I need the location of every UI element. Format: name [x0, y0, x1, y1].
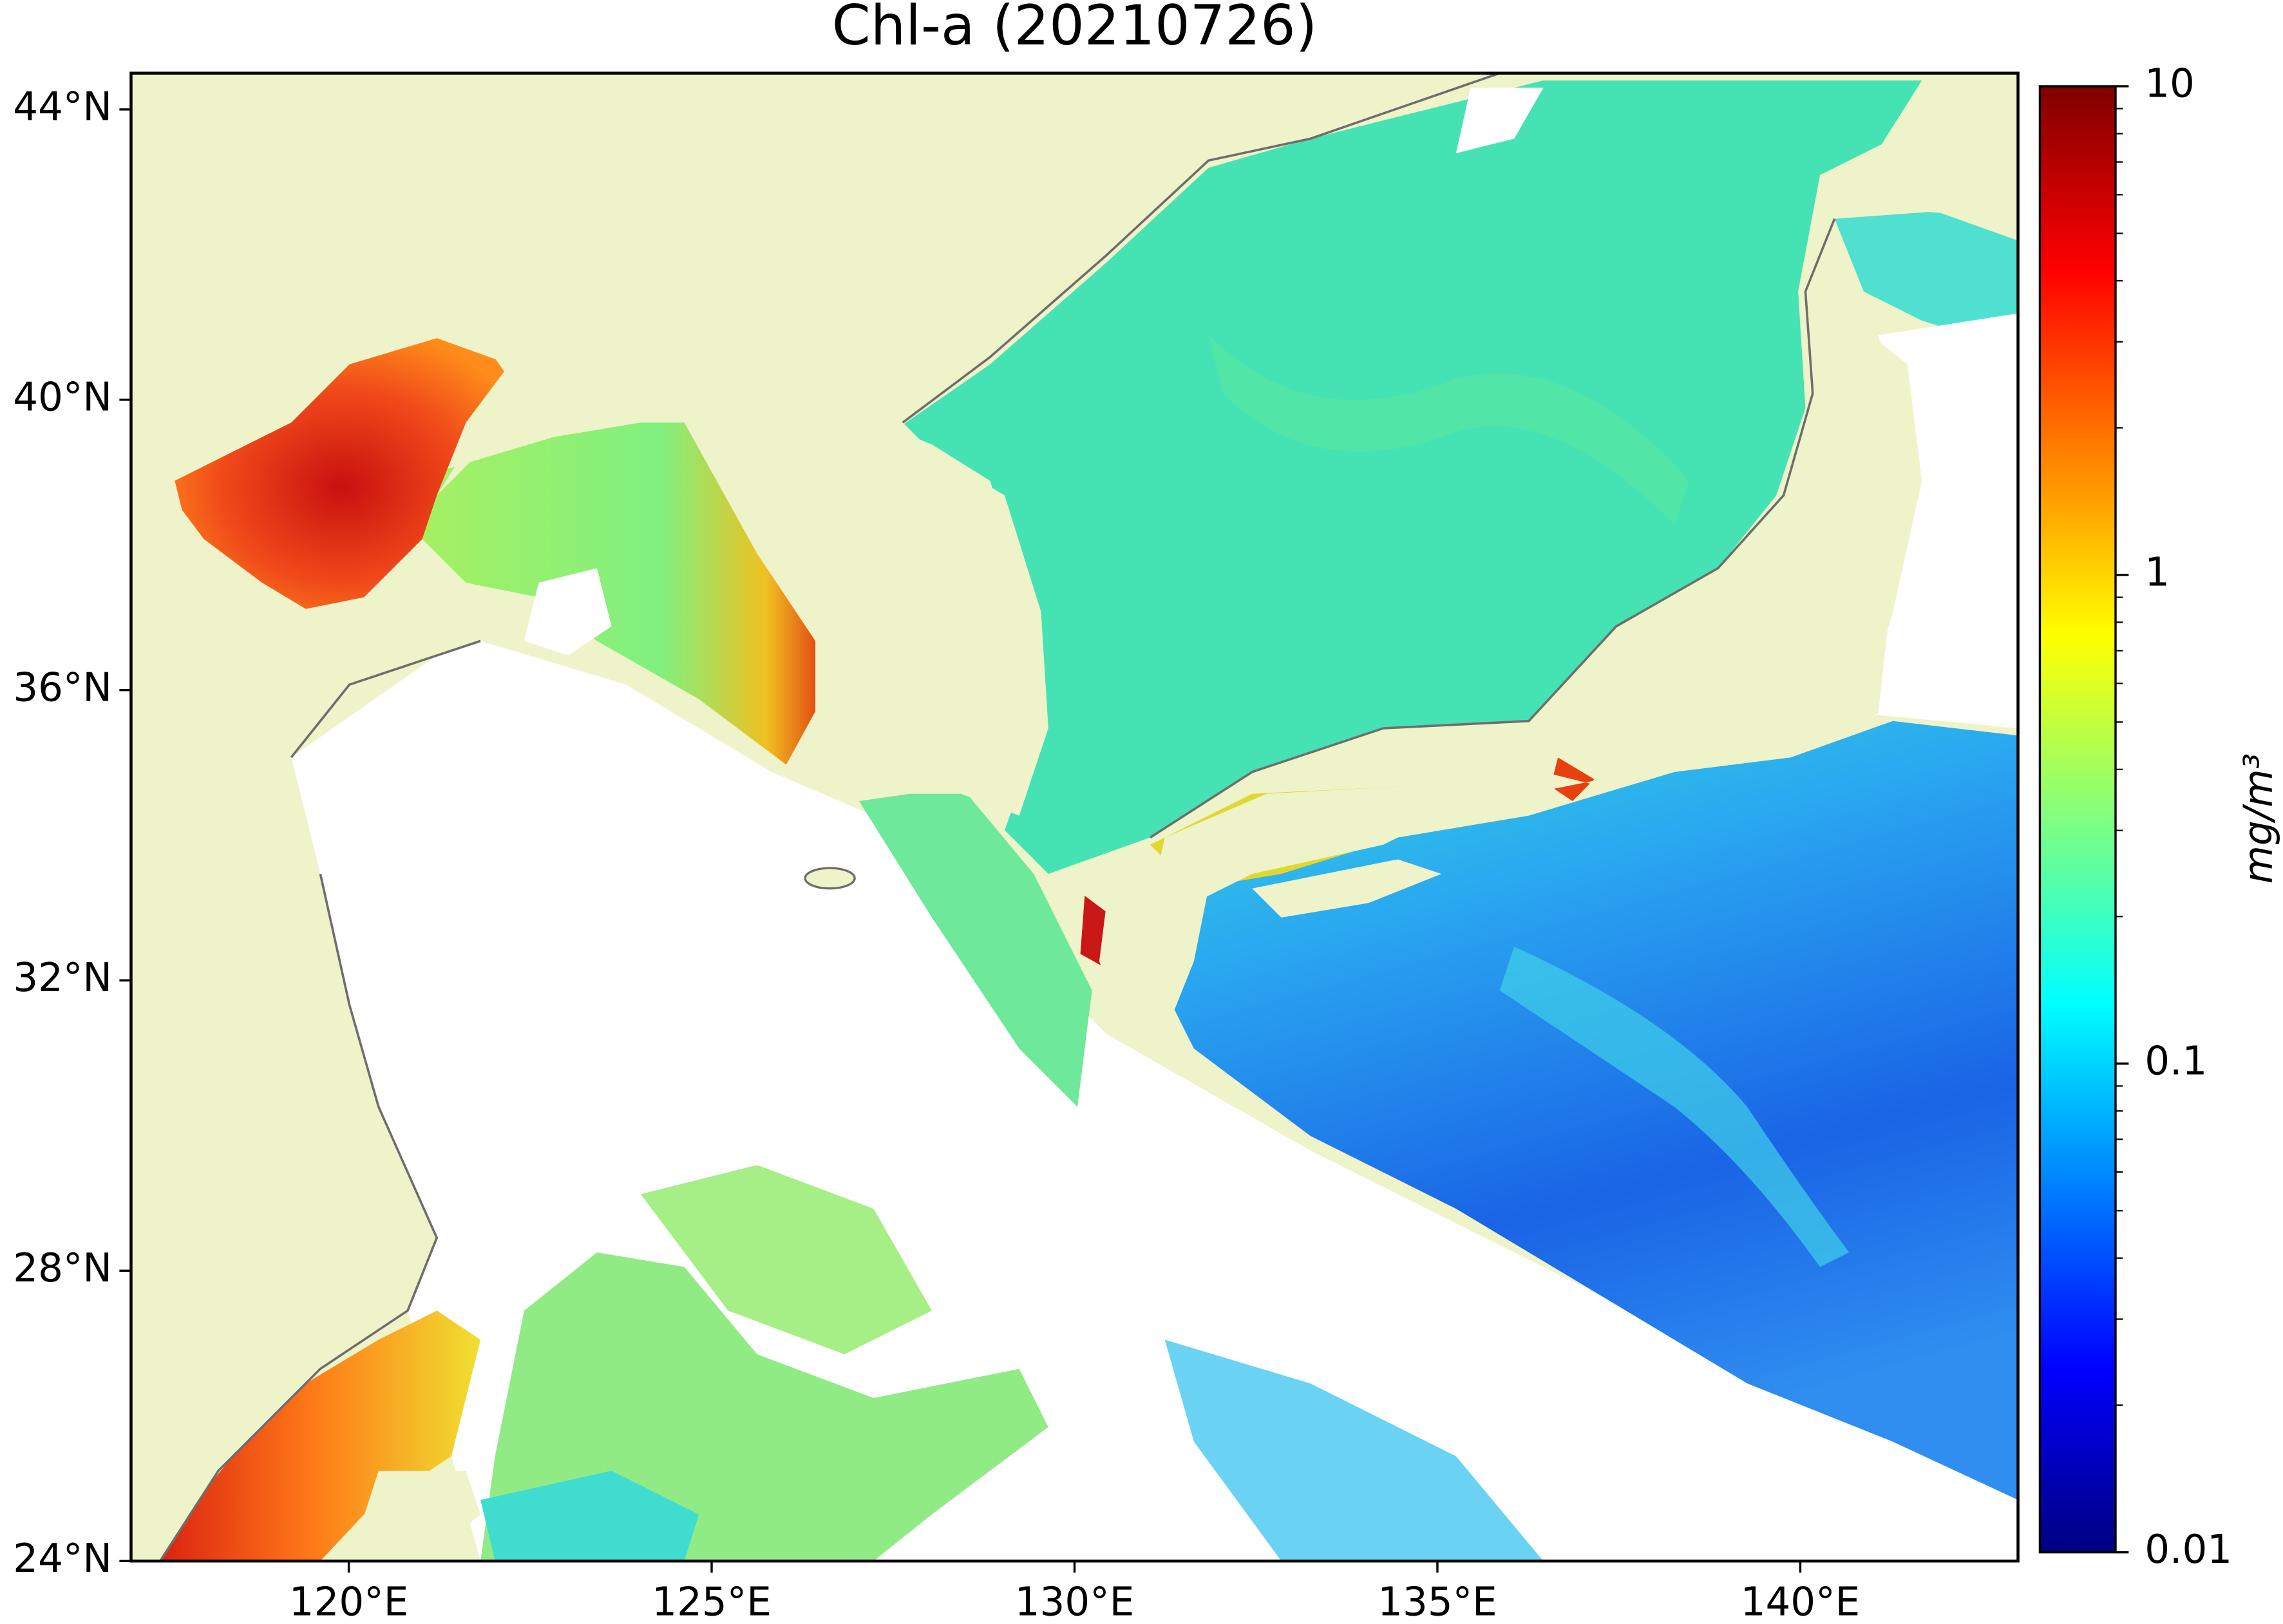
land — [349, 1471, 481, 1562]
y-tick-label: 44°N — [13, 84, 112, 130]
sea-south — [640, 1165, 932, 1355]
sea-feature — [1208, 335, 1689, 525]
x-tick-label: 125°E — [652, 1580, 772, 1624]
sea-yellow — [408, 415, 830, 765]
colorbar-tick-label: 0.1 — [2145, 1038, 2207, 1084]
colorbar-tick-label: 10 — [2145, 61, 2195, 107]
land — [1252, 859, 1442, 918]
x-tick-label: 120°E — [289, 1580, 409, 1624]
map-layer — [131, 73, 2018, 1562]
x-tick-label: 130°E — [1015, 1580, 1135, 1624]
sea-feature — [1499, 947, 1850, 1267]
sea-south — [1164, 1339, 1544, 1562]
sea-south — [480, 1471, 699, 1562]
colorbar-axis: 0.01 0.1 1 10 — [2116, 61, 2232, 1572]
colorbar-tick-label: 1 — [2145, 549, 2170, 595]
plot-frame — [129, 71, 2020, 1563]
land — [131, 73, 1500, 816]
no-data — [1455, 88, 1544, 153]
y-tick-label: 28°N — [13, 1245, 112, 1291]
island — [804, 867, 856, 890]
sea-bohai — [175, 338, 510, 609]
sea-north — [1834, 211, 2018, 350]
colorbar-frame — [2038, 85, 2117, 1554]
colorbar-tick-label: 0.01 — [2145, 1527, 2232, 1572]
sea-strait — [858, 786, 1092, 1107]
sea-japan — [895, 80, 1922, 874]
y-tick-label: 36°N — [13, 665, 112, 710]
axes: 120°E 125°E 130°E 135°E 140°E 24°N 28°N 32°N 36°… — [13, 84, 1860, 1624]
land — [131, 609, 481, 1562]
land — [1150, 80, 2018, 903]
y-tick-label: 24°N — [13, 1536, 112, 1582]
coastline — [159, 73, 1836, 1562]
chart-title: Chl-a (20210726) — [832, 0, 1318, 58]
sea-taiwan — [146, 1310, 481, 1562]
x-tick-label: 135°E — [1378, 1580, 1497, 1624]
x-tick-label: 140°E — [1741, 1580, 1861, 1624]
y-tick-label: 32°N — [13, 955, 112, 1001]
y-tick-label: 40°N — [13, 374, 112, 420]
land — [1099, 874, 1209, 1034]
no-data — [1863, 313, 2018, 729]
colorbar — [2040, 86, 2116, 1553]
no-data — [524, 568, 612, 656]
sea-pacific — [1164, 721, 2018, 1500]
colorbar-label: mg/m³ — [2236, 753, 2282, 884]
